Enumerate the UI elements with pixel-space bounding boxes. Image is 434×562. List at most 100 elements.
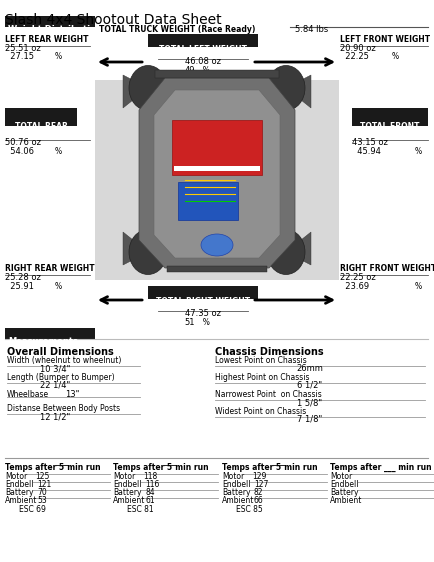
Text: 121: 121: [37, 480, 51, 489]
Text: 5: 5: [166, 463, 171, 472]
Bar: [95, 80, 339, 280]
Text: 51: 51: [184, 318, 195, 327]
Text: 27.15: 27.15: [5, 52, 34, 61]
Text: 82: 82: [254, 488, 263, 497]
FancyBboxPatch shape: [178, 182, 238, 220]
Text: ESC 81: ESC 81: [127, 505, 154, 514]
Ellipse shape: [201, 234, 233, 256]
Text: 25.51 oz: 25.51 oz: [5, 44, 41, 53]
Polygon shape: [286, 232, 311, 265]
Text: TOTAL REAR: TOTAL REAR: [15, 122, 67, 131]
Ellipse shape: [267, 229, 305, 274]
Text: Chassis Dimensions: Chassis Dimensions: [215, 347, 324, 357]
Text: 1 5/8": 1 5/8": [297, 398, 322, 407]
Text: %: %: [198, 66, 210, 75]
Text: Temps after: Temps after: [5, 463, 59, 472]
Text: min run: min run: [62, 463, 101, 472]
Text: TOTAL RIGHT WEIGHT: TOTAL RIGHT WEIGHT: [156, 297, 250, 306]
Bar: [155, 70, 279, 78]
Text: Motor: Motor: [5, 472, 27, 481]
Text: 53: 53: [37, 496, 47, 505]
Text: 70: 70: [37, 488, 47, 497]
Polygon shape: [286, 75, 311, 108]
Text: Temps after ___ min run: Temps after ___ min run: [330, 463, 432, 472]
Text: 118: 118: [143, 472, 157, 481]
Text: 127: 127: [254, 480, 268, 489]
Text: Temps after: Temps after: [113, 463, 167, 472]
Text: 54.06: 54.06: [5, 147, 34, 156]
Text: Length (Bumper to Bumper): Length (Bumper to Bumper): [7, 373, 115, 382]
Text: Endbell: Endbell: [113, 480, 141, 489]
Text: Narrowest Point  on Chassis: Narrowest Point on Chassis: [215, 390, 322, 399]
FancyBboxPatch shape: [167, 266, 267, 272]
Text: 22 1/4": 22 1/4": [40, 381, 70, 390]
Bar: [5, 16, 95, 27]
Text: Battery: Battery: [222, 488, 250, 497]
Text: Motor: Motor: [330, 472, 352, 481]
Text: Overall Dimensions: Overall Dimensions: [7, 347, 114, 357]
Text: 46.08 oz: 46.08 oz: [185, 57, 221, 66]
Text: %: %: [55, 147, 62, 156]
Text: 6 1/2": 6 1/2": [297, 381, 322, 390]
Polygon shape: [154, 90, 280, 258]
Text: Endbell: Endbell: [5, 480, 33, 489]
Text: Measurements: Measurements: [8, 337, 78, 346]
Text: 116: 116: [145, 480, 159, 489]
Text: %: %: [55, 52, 62, 61]
Text: Wheelbase: Wheelbase: [7, 390, 49, 399]
Text: 45.94: 45.94: [352, 147, 381, 156]
Text: Temps after: Temps after: [222, 463, 276, 472]
Text: Distanse Between Body Posts: Distanse Between Body Posts: [7, 404, 120, 413]
Text: min run: min run: [279, 463, 318, 472]
Text: 50.76 oz: 50.76 oz: [5, 138, 41, 147]
Text: LEFT REAR WEIGHT: LEFT REAR WEIGHT: [5, 35, 89, 44]
Text: 25.28 oz: 25.28 oz: [5, 273, 41, 282]
Text: %: %: [55, 282, 62, 291]
Text: 61: 61: [145, 496, 155, 505]
Text: WEIGHT: WEIGHT: [373, 129, 408, 138]
Text: 7 1/8": 7 1/8": [297, 415, 322, 424]
Text: %: %: [392, 52, 399, 61]
Polygon shape: [123, 75, 148, 108]
Text: Motor: Motor: [222, 472, 244, 481]
Text: WEIGHT: WEIGHT: [24, 129, 58, 138]
Text: 49: 49: [184, 66, 195, 75]
Text: TOTAL FRONT: TOTAL FRONT: [360, 122, 420, 131]
Text: Highest Point on Chassis: Highest Point on Chassis: [215, 373, 309, 382]
Text: 10 3/4": 10 3/4": [40, 364, 70, 373]
Text: RIGHT REAR WEIGHT: RIGHT REAR WEIGHT: [5, 264, 95, 273]
Text: Ambient: Ambient: [222, 496, 254, 505]
Text: Battery: Battery: [5, 488, 33, 497]
Text: %: %: [198, 318, 210, 327]
Bar: [352, 108, 428, 126]
Text: LEFT FRONT WEIGHT: LEFT FRONT WEIGHT: [340, 35, 430, 44]
Text: 84: 84: [145, 488, 155, 497]
Bar: [5, 108, 77, 126]
Text: 129: 129: [252, 472, 266, 481]
Polygon shape: [139, 78, 295, 268]
Text: 22.25 oz: 22.25 oz: [340, 273, 376, 282]
Text: Battery: Battery: [330, 488, 358, 497]
Text: ESC 85: ESC 85: [236, 505, 263, 514]
Text: Endbell: Endbell: [330, 480, 358, 489]
Bar: [5, 328, 95, 339]
Text: ESC 69: ESC 69: [19, 505, 46, 514]
Text: 43.15 oz: 43.15 oz: [352, 138, 388, 147]
Bar: [148, 34, 258, 47]
Text: Ambient: Ambient: [330, 496, 362, 505]
Text: Widest Point on Chassis: Widest Point on Chassis: [215, 407, 306, 416]
Text: 66: 66: [254, 496, 264, 505]
Text: min run: min run: [170, 463, 209, 472]
Text: TOTAL TRUCK WEIGHT (Race Ready): TOTAL TRUCK WEIGHT (Race Ready): [99, 25, 255, 34]
Bar: [174, 166, 260, 171]
Text: Width (wheelnut to wheelnut): Width (wheelnut to wheelnut): [7, 356, 122, 365]
Text: Weight Distribution: Weight Distribution: [8, 25, 102, 34]
Text: Lowest Point on Chassis: Lowest Point on Chassis: [215, 356, 307, 365]
Text: 22.25: 22.25: [340, 52, 369, 61]
Text: Ambient: Ambient: [5, 496, 37, 505]
Text: 125: 125: [35, 472, 49, 481]
Text: 13": 13": [65, 390, 79, 399]
Text: Slash 4x4 Shootout Data Sheet: Slash 4x4 Shootout Data Sheet: [5, 13, 222, 27]
Bar: [148, 286, 258, 299]
Text: %: %: [415, 282, 422, 291]
